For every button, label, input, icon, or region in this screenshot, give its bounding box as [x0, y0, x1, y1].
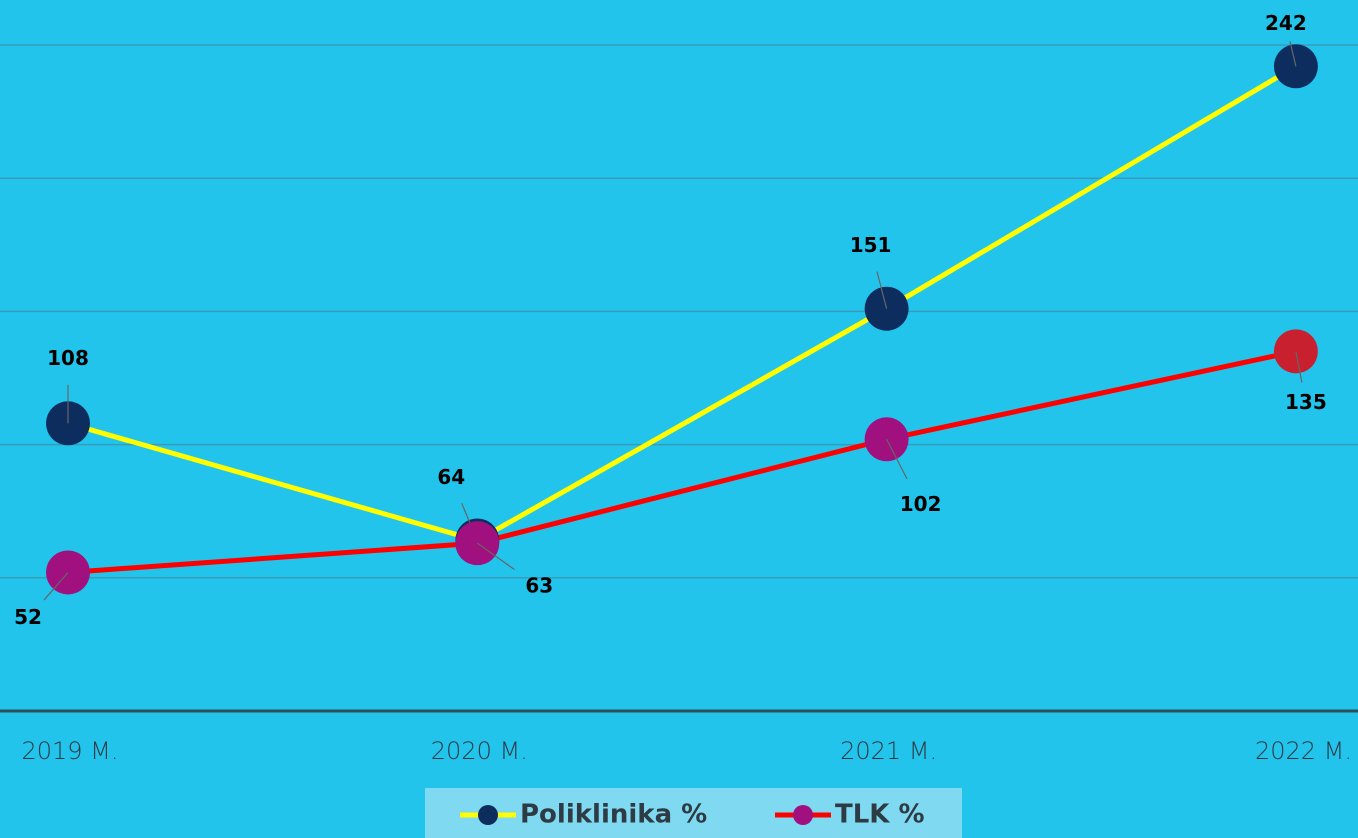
x-tick-label: 2020 M.: [431, 737, 528, 765]
series-line: [67, 348, 1297, 575]
data-label: 102: [900, 492, 942, 516]
legend-marker: [478, 805, 498, 825]
x-tick-label: 2022 M.: [1255, 737, 1352, 765]
data-label: 135: [1285, 390, 1327, 414]
data-label: 64: [437, 465, 465, 489]
data-label: 242: [1265, 11, 1307, 35]
data-label: 52: [14, 605, 42, 629]
leader-line: [43, 572, 69, 601]
leader-line: [476, 542, 515, 571]
legend-label: TLK %: [835, 800, 925, 830]
legend-marker: [793, 805, 813, 825]
leader-line: [876, 271, 888, 309]
leader-line: [1295, 351, 1303, 383]
data-label: 151: [850, 233, 892, 257]
x-tick-label: 2021 M.: [840, 737, 937, 765]
series-line: [67, 64, 1298, 544]
x-tick-label: 2019 M.: [21, 737, 118, 765]
data-label: 63: [525, 574, 553, 598]
leader-line: [886, 438, 908, 480]
legend-label: Poliklinika %: [520, 800, 707, 830]
data-label: 108: [47, 346, 89, 370]
leader-line: [1289, 40, 1297, 67]
